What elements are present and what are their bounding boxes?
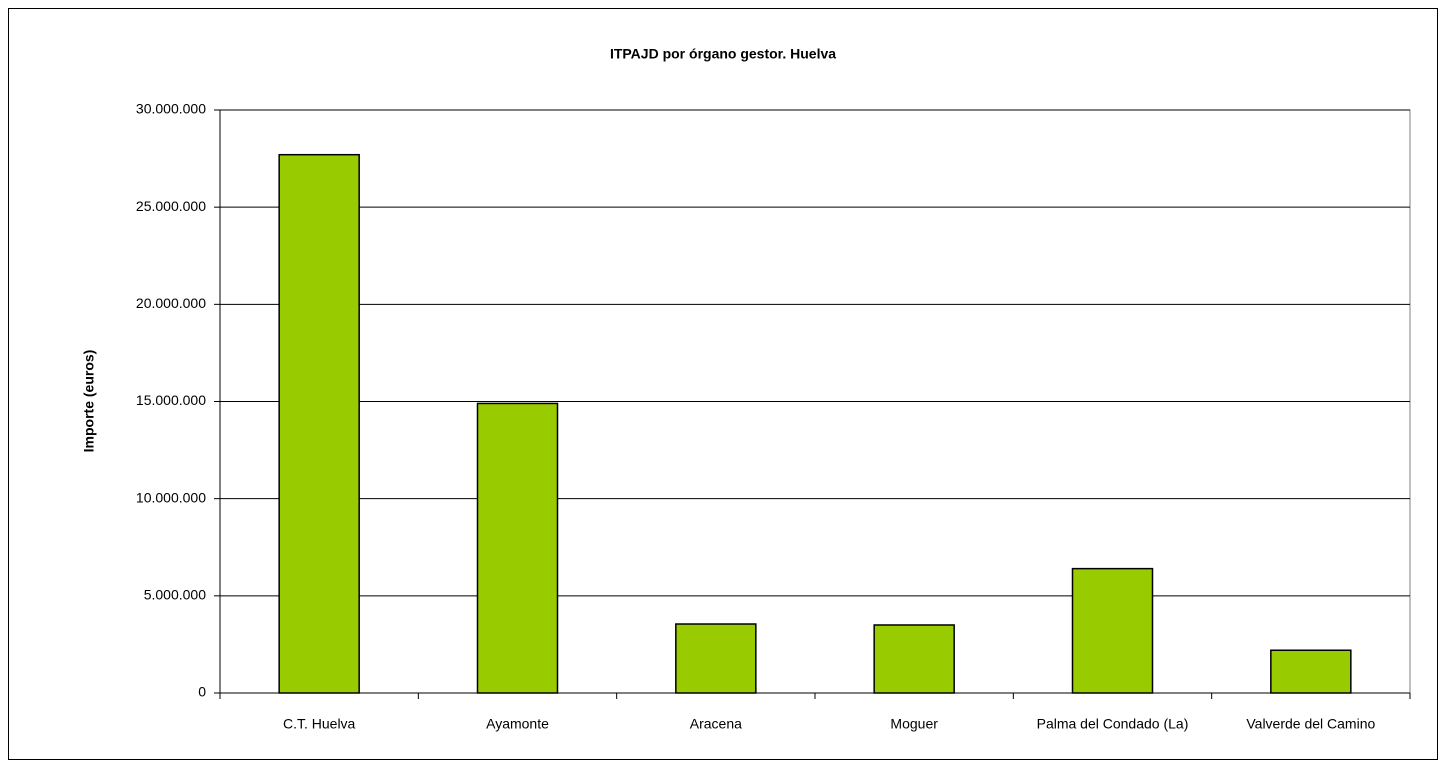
bar — [278, 153, 360, 694]
y-tick-label: 30.000.000 — [136, 101, 206, 117]
bar — [1071, 567, 1154, 694]
x-tick-label: Aracena — [690, 716, 742, 732]
bar — [873, 624, 955, 694]
y-tick-label: 15.000.000 — [136, 392, 206, 408]
chart-title: ITPAJD por órgano gestor. Huelva — [610, 46, 836, 62]
x-tick-label: Valverde del Camino — [1246, 716, 1375, 732]
y-axis-label: Importe (euros) — [81, 350, 97, 453]
y-tick-label: 20.000.000 — [136, 295, 206, 311]
x-tick-label: C.T. Huelva — [283, 716, 356, 732]
y-tick-label: 0 — [198, 684, 206, 700]
bar — [476, 402, 559, 694]
x-tick-label: Ayamonte — [486, 716, 549, 732]
bar — [1270, 649, 1352, 694]
bar — [675, 623, 757, 694]
x-tick-label: Palma del Condado (La) — [1037, 716, 1189, 732]
y-tick-label: 5.000.000 — [144, 587, 206, 603]
x-tick-label: Moguer — [890, 716, 938, 732]
y-tick-label: 10.000.000 — [136, 489, 206, 505]
y-tick-label: 25.000.000 — [136, 198, 206, 214]
